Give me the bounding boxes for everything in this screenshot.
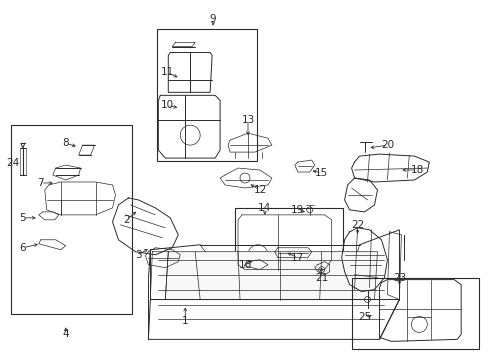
Text: 12: 12 bbox=[253, 185, 266, 195]
Text: 3: 3 bbox=[135, 250, 142, 260]
Text: 21: 21 bbox=[314, 273, 327, 283]
Text: 5: 5 bbox=[20, 213, 26, 223]
Text: 4: 4 bbox=[62, 329, 69, 339]
Text: 17: 17 bbox=[290, 253, 304, 263]
Bar bbox=[157, 28, 256, 161]
Text: 23: 23 bbox=[392, 273, 405, 283]
Text: 19: 19 bbox=[290, 205, 304, 215]
Bar bbox=[351, 278, 478, 349]
Text: 7: 7 bbox=[38, 178, 44, 188]
Text: 15: 15 bbox=[314, 168, 327, 178]
Text: 24: 24 bbox=[6, 158, 20, 168]
Text: 10: 10 bbox=[161, 100, 174, 110]
Text: 13: 13 bbox=[241, 115, 254, 125]
Text: 18: 18 bbox=[410, 165, 423, 175]
Polygon shape bbox=[165, 252, 377, 300]
Bar bbox=[235, 208, 342, 283]
Text: 20: 20 bbox=[380, 140, 393, 150]
Text: 11: 11 bbox=[161, 67, 174, 77]
Text: 6: 6 bbox=[20, 243, 26, 253]
Text: 14: 14 bbox=[258, 203, 271, 213]
Text: 8: 8 bbox=[62, 138, 69, 148]
Text: 25: 25 bbox=[357, 312, 370, 323]
Text: 9: 9 bbox=[209, 14, 216, 24]
Text: 2: 2 bbox=[123, 215, 129, 225]
Text: 1: 1 bbox=[182, 316, 188, 327]
Bar bbox=[11, 125, 132, 315]
Text: 22: 22 bbox=[350, 220, 364, 230]
Text: 16: 16 bbox=[238, 260, 251, 270]
